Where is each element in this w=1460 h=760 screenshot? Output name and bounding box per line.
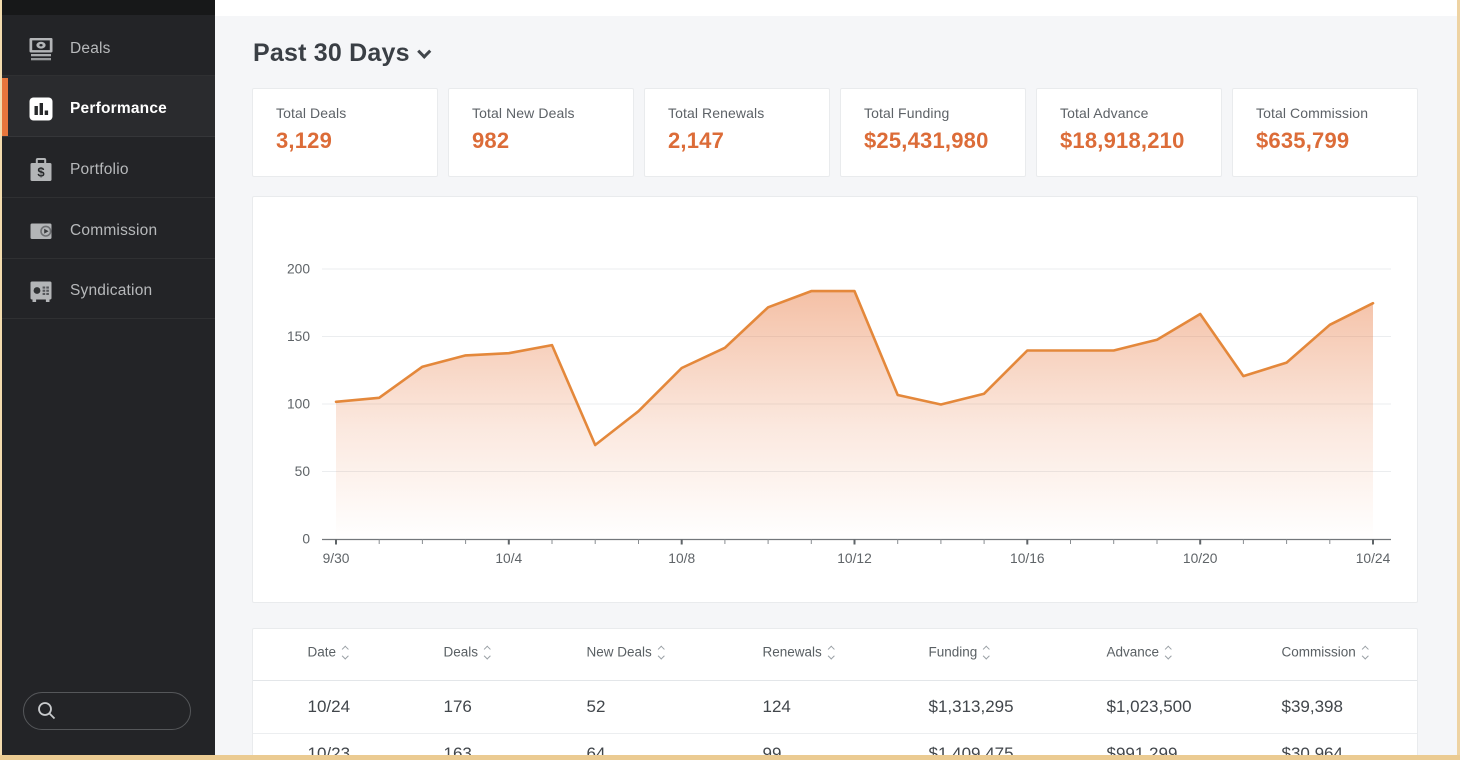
svg-text:10/24: 10/24 — [1356, 551, 1391, 566]
svg-text:10/12: 10/12 — [837, 551, 872, 566]
svg-text:150: 150 — [287, 329, 310, 344]
svg-text:50: 50 — [295, 464, 311, 479]
svg-text:10/20: 10/20 — [1183, 551, 1218, 566]
svg-text:10/4: 10/4 — [495, 551, 522, 566]
svg-text:0: 0 — [302, 532, 310, 547]
svg-text:10/8: 10/8 — [668, 551, 695, 566]
svg-text:9/30: 9/30 — [323, 551, 350, 566]
svg-text:100: 100 — [287, 397, 310, 412]
svg-text:$: $ — [37, 165, 45, 180]
svg-text:200: 200 — [287, 262, 310, 277]
svg-text:10/16: 10/16 — [1010, 551, 1045, 566]
